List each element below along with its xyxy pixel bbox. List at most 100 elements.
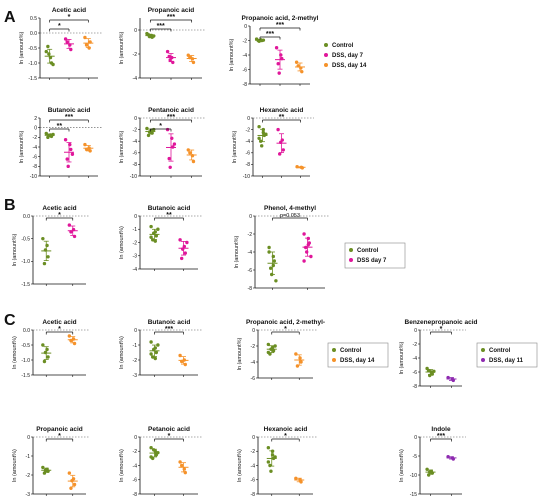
chart-title: Acetic acid [52, 7, 86, 14]
data-point [274, 279, 278, 283]
y-tick-label: 0 [134, 116, 137, 122]
y-tick-label: -4 [251, 360, 256, 366]
legend-label: Control [357, 248, 379, 254]
y-axis-label: ln (amount%) [19, 31, 25, 64]
data-point [67, 471, 72, 475]
data-point [172, 142, 177, 146]
data-point [188, 151, 192, 155]
data-point [154, 234, 158, 238]
y-tick-label: -10 [243, 174, 250, 180]
y-tick-label: 0 [414, 435, 417, 441]
data-point [446, 375, 450, 380]
y-tick-label: -4 [133, 76, 138, 82]
y-tick-label: 0.5 [30, 16, 37, 22]
legend-marker [349, 248, 353, 252]
y-tick-label: 0 [247, 116, 250, 122]
data-point [65, 157, 69, 161]
data-point [257, 125, 261, 129]
y-tick-label: 0 [134, 328, 137, 334]
data-point [302, 259, 306, 263]
chart-title: Propanoic acid [36, 426, 83, 433]
data-point [63, 37, 68, 41]
data-point [167, 156, 171, 161]
y-tick-label: -2 [251, 449, 256, 455]
y-tick-label: -4 [133, 267, 138, 273]
y-tick-label: -2 [133, 449, 138, 455]
data-point [42, 359, 47, 364]
y-tick-label: -2 [133, 52, 138, 58]
data-point [41, 236, 45, 241]
data-point [145, 126, 149, 131]
data-point [69, 147, 73, 152]
data-point [276, 127, 280, 132]
y-tick-label: -1.5 [28, 76, 37, 82]
data-point [67, 223, 72, 227]
y-tick-label: -1 [133, 227, 138, 233]
legend-box [327, 342, 389, 368]
significance-stars: * [159, 123, 162, 130]
significance-stars: *** [65, 114, 73, 121]
chart-7: Butanoic acid 0 -1 -2 -3 -4 ln (amount%) ** [119, 205, 202, 273]
y-tick-label: -3 [133, 254, 138, 260]
chart-title: Propanoic acid [148, 7, 195, 14]
y-tick-label: -1.5 [21, 282, 30, 288]
y-axis-label: ln (amount%) [399, 341, 405, 374]
y-tick-label: -4 [413, 356, 418, 362]
y-tick-label: -2 [243, 38, 248, 44]
data-point [427, 473, 431, 477]
y-tick-label: -6 [251, 376, 256, 382]
data-point [294, 352, 298, 356]
data-point [185, 240, 189, 245]
legend-marker [324, 63, 328, 67]
significance-stars: * [440, 326, 443, 333]
data-point [51, 62, 55, 67]
data-point [156, 227, 160, 231]
legend-label: DSS, day 11 [489, 358, 524, 364]
legend-box [344, 242, 406, 269]
significance-stars: * [284, 326, 287, 333]
data-point [277, 71, 281, 75]
data-point [69, 486, 73, 490]
data-point [178, 238, 182, 242]
chart-title: Hexanoic acid [260, 107, 304, 114]
y-axis-label: ln (amount%) [12, 449, 18, 482]
legend-b: Control DSS day 7 [344, 242, 406, 269]
data-point [180, 256, 184, 261]
y-tick-label: -10 [410, 473, 417, 479]
data-point [153, 356, 157, 361]
data-point [281, 148, 285, 152]
chart-12: Benzenepropanoic acid 0 -2 -4 -6 -8 ln (amount… [399, 319, 478, 390]
panel-label-b: B [4, 197, 16, 214]
y-tick-label: -6 [243, 67, 248, 73]
data-point [83, 35, 87, 40]
y-tick-label: -1.0 [21, 358, 30, 364]
legends-layer: Control DSS, day 7 DSS, day 14 Control DSS d… [324, 43, 538, 368]
legend-label: DSS, day 14 [332, 63, 367, 69]
data-point [274, 46, 279, 50]
chart-6: Acetic acid 0.0 -0.5 -1.0 -1.5 ln (amount%) * [12, 205, 90, 288]
data-point [153, 239, 157, 243]
data-point [302, 232, 306, 236]
significance-stars: *** [276, 22, 284, 29]
panel-label-a: A [4, 9, 16, 26]
data-point [178, 353, 182, 358]
data-point [149, 445, 153, 450]
data-point [156, 343, 160, 347]
y-tick-label: -6 [133, 151, 138, 157]
y-axis-label: ln (amount%) [119, 336, 125, 369]
chart-title: Butanoic acid [148, 205, 191, 212]
significance-stars: * [168, 433, 171, 440]
data-point [273, 344, 277, 348]
y-tick-label: 0.0 [23, 328, 30, 334]
data-point [66, 164, 70, 169]
data-point [267, 250, 271, 254]
data-point [257, 136, 261, 140]
data-point [266, 445, 271, 450]
chart-9: Acetic acid 0.0 -0.5 -1.0 -1.5ln (amount%) * [12, 319, 90, 379]
data-point [65, 40, 69, 44]
y-axis-label: ln (amount%) [119, 31, 125, 64]
y-tick-label: -8 [251, 492, 256, 498]
data-point [72, 341, 77, 346]
